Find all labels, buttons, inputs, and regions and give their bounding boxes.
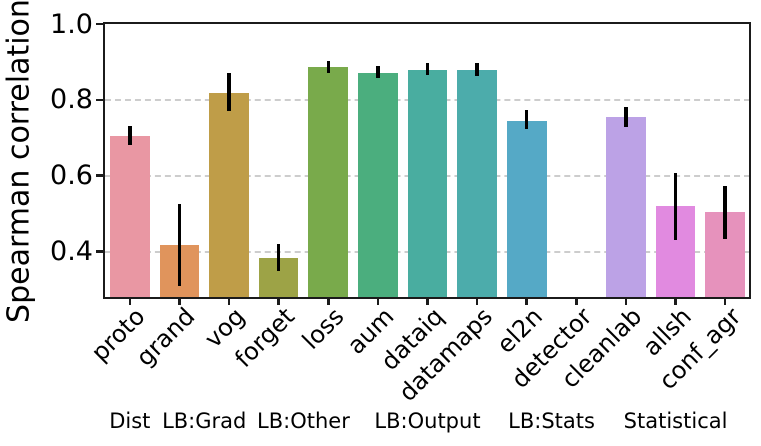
error-bar: [227, 73, 231, 111]
group-label: LB:Stats: [508, 409, 595, 433]
y-tick-label: 1.0: [50, 8, 93, 40]
x-tick: [277, 297, 280, 305]
x-tick: [575, 297, 578, 305]
error-bar: [276, 243, 281, 272]
y-tick-label: 0.8: [50, 84, 93, 116]
bar: [209, 93, 249, 297]
bar: [506, 120, 547, 297]
bar: [308, 67, 349, 297]
bar: [457, 69, 497, 297]
y-tick: [96, 22, 105, 26]
error-bar: [723, 186, 727, 239]
bar: [358, 72, 398, 297]
x-tick: [326, 297, 330, 305]
x-tick: [723, 297, 727, 305]
error-bar: [326, 60, 331, 74]
x-tick: [227, 297, 231, 305]
bar: [109, 135, 150, 297]
error-bar: [624, 106, 628, 127]
y-tick-label: 0.4: [50, 236, 93, 267]
group-label: Statistical: [623, 409, 728, 433]
x-tick: [128, 297, 132, 305]
group-label: Dist: [109, 409, 151, 433]
y-tick: [96, 174, 105, 177]
group-label: LB:Output: [374, 409, 481, 433]
y-tick-label: 0.6: [50, 160, 93, 192]
error-bar: [425, 63, 430, 76]
y-tick: [96, 250, 105, 253]
bar: [407, 69, 448, 297]
error-bar: [177, 203, 182, 287]
x-tick: [525, 297, 529, 305]
group-label: LB:Grad: [162, 409, 247, 433]
x-tick: [624, 297, 628, 305]
x-tick: [178, 297, 181, 305]
x-tick: [674, 297, 677, 305]
x-tick: [376, 297, 380, 305]
error-bar: [128, 125, 132, 146]
group-label: LB:Other: [257, 409, 350, 433]
bar: [606, 116, 646, 297]
x-tick: [426, 297, 429, 305]
error-bar: [376, 66, 380, 79]
x-tick-label: loss: [296, 302, 350, 355]
error-bar: [475, 63, 479, 76]
error-bar: [524, 110, 529, 129]
error-bar: [673, 172, 678, 240]
x-tick: [475, 297, 479, 305]
y-tick: [96, 98, 105, 102]
